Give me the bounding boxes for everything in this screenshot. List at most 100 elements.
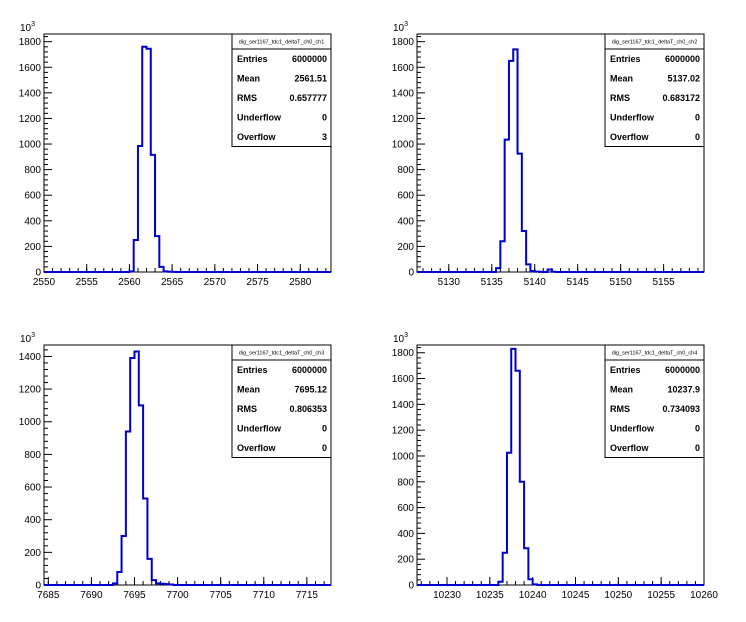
y-tick-label: 1400 xyxy=(19,352,42,363)
x-tick-label: 2575 xyxy=(246,277,269,288)
y-tick-label: 1000 xyxy=(392,451,415,462)
y-tick-label: 800 xyxy=(397,165,414,176)
histogram-panel-1: 0 200 400 600 800 1000 1200 1400 1600 1800 2550 255… xyxy=(19,21,332,288)
stats-box: dig_ser1167_tdc1_deltaT_ch0_ch2 Entries 60… xyxy=(604,33,705,147)
stats-box: dig_ser1167_tdc1_deltaT_ch0_ch1 Entries 60… xyxy=(231,33,332,147)
y-tick-label: 1000 xyxy=(392,140,415,151)
x-tick-label: 7700 xyxy=(166,590,189,601)
stats-row-label: RMS xyxy=(610,93,630,103)
stats-row-value: 2561.51 xyxy=(294,74,327,84)
y-tick-label: 0 xyxy=(35,581,41,592)
y-tick-label: 1200 xyxy=(19,385,42,396)
stats-row-label: Entries xyxy=(237,365,268,375)
stats-row-value: 0 xyxy=(322,113,327,123)
y-tick-label: 1400 xyxy=(392,400,415,411)
x-tick-label: 2550 xyxy=(33,277,56,288)
y-tick-label: 1200 xyxy=(392,426,415,437)
stats-row-label: Mean xyxy=(610,74,633,84)
histogram-outline xyxy=(44,350,331,586)
stats-box-title: dig_ser1167_tdc1_deltaT_ch0_ch1 xyxy=(239,40,325,46)
x-tick-label: 5155 xyxy=(652,277,675,288)
y-tick-label: 1600 xyxy=(392,63,415,74)
stats-row-label: Underflow xyxy=(237,424,282,434)
stats-row-label: Underflow xyxy=(610,424,655,434)
y-tick-label: 200 xyxy=(24,548,41,559)
y-tick-label: 0 xyxy=(408,581,414,592)
x-tick-label: 2555 xyxy=(76,277,99,288)
histogram-outline xyxy=(417,48,704,273)
x-tick-label: 10255 xyxy=(647,590,675,601)
stats-row-label: Overflow xyxy=(237,132,277,142)
stats-box-frame xyxy=(231,33,332,147)
stats-row-value: 3 xyxy=(322,132,327,142)
x-tick-label: 2565 xyxy=(161,277,184,288)
x-tick-label: 10245 xyxy=(562,590,590,601)
y-tick-label: 1000 xyxy=(19,417,42,428)
x-tick-label: 7710 xyxy=(253,590,276,601)
x-tick-label: 2570 xyxy=(204,277,227,288)
y-tick-label: 1400 xyxy=(392,88,415,99)
stats-row-label: Mean xyxy=(610,385,633,395)
stats-row-value: 0 xyxy=(695,424,700,434)
stats-row-value: 6000000 xyxy=(665,365,700,375)
x-tick-label: 7695 xyxy=(123,590,146,601)
stats-box-frame xyxy=(604,33,705,147)
stats-row-label: RMS xyxy=(610,404,630,414)
x-tick-label: 10240 xyxy=(519,590,547,601)
stats-row-label: Underflow xyxy=(237,113,282,123)
x-tick-label: 5130 xyxy=(438,277,461,288)
x-tick-label: 7690 xyxy=(80,590,103,601)
stats-row-label: Overflow xyxy=(237,443,277,453)
y-tick-label: 1000 xyxy=(19,140,42,151)
x-tick-label: 10260 xyxy=(690,590,718,601)
stats-row-value: 0 xyxy=(322,443,327,453)
y-tick-label: 1400 xyxy=(19,88,42,99)
y-tick-label: 1600 xyxy=(19,63,42,74)
x-tick-label: 7705 xyxy=(210,590,233,601)
stats-row-value: 0 xyxy=(695,132,700,142)
stats-row-value: 0 xyxy=(695,443,700,453)
y-tick-label: 0 xyxy=(408,268,414,279)
y-exponent-label: 103 xyxy=(393,21,408,34)
histogram-panel-3: 0 200 400 600 800 1000 1200 1400 7685 7690 7695 770… xyxy=(19,332,332,601)
stats-row-value: 0.683172 xyxy=(662,93,700,103)
y-tick-label: 800 xyxy=(24,165,41,176)
x-tick-label: 5150 xyxy=(610,277,633,288)
histogram-panel-4: 0 200 400 600 800 1000 1200 1400 1600 1800 10230 10… xyxy=(392,332,719,601)
histogram-outline xyxy=(417,347,704,586)
stats-row-label: Entries xyxy=(610,54,641,64)
stats-row-value: 10237.9 xyxy=(667,385,700,395)
y-tick-label: 1800 xyxy=(392,37,415,48)
y-tick-label: 800 xyxy=(24,450,41,461)
y-tick-label: 200 xyxy=(397,555,414,566)
stats-row-value: 0.657777 xyxy=(289,93,327,103)
stats-box-title: dig_ser1167_tdc1_deltaT_ch0_ch3 xyxy=(239,351,325,357)
stats-row-value: 6000000 xyxy=(292,365,327,375)
y-tick-label: 600 xyxy=(24,191,41,202)
stats-box: dig_ser1167_tdc1_deltaT_ch0_ch3 Entries 60… xyxy=(231,344,332,458)
x-tick-label: 10235 xyxy=(476,590,504,601)
y-tick-label: 600 xyxy=(397,191,414,202)
y-tick-label: 800 xyxy=(397,477,414,488)
x-tick-label: 5145 xyxy=(567,277,590,288)
x-tick-label: 7685 xyxy=(37,590,60,601)
x-tick-label: 7715 xyxy=(296,590,319,601)
x-tick-label: 2580 xyxy=(289,277,312,288)
stats-box-frame xyxy=(231,344,332,458)
stats-row-value: 6000000 xyxy=(665,54,700,64)
stats-row-label: RMS xyxy=(237,93,257,103)
y-tick-label: 0 xyxy=(35,268,41,279)
stats-row-label: Mean xyxy=(237,385,260,395)
y-exponent-label: 103 xyxy=(20,332,35,345)
y-tick-label: 200 xyxy=(397,242,414,253)
y-tick-label: 600 xyxy=(397,503,414,514)
stats-row-value: 0.806353 xyxy=(289,404,327,414)
stats-row-value: 6000000 xyxy=(292,54,327,64)
y-tick-label: 400 xyxy=(24,515,41,526)
stats-box-frame xyxy=(604,344,705,458)
y-tick-label: 1800 xyxy=(392,348,415,359)
x-tick-label: 5135 xyxy=(481,277,504,288)
stats-box: dig_ser1167_tdc1_deltaT_ch0_ch4 Entries 60… xyxy=(604,344,705,458)
stats-row-label: Underflow xyxy=(610,113,655,123)
